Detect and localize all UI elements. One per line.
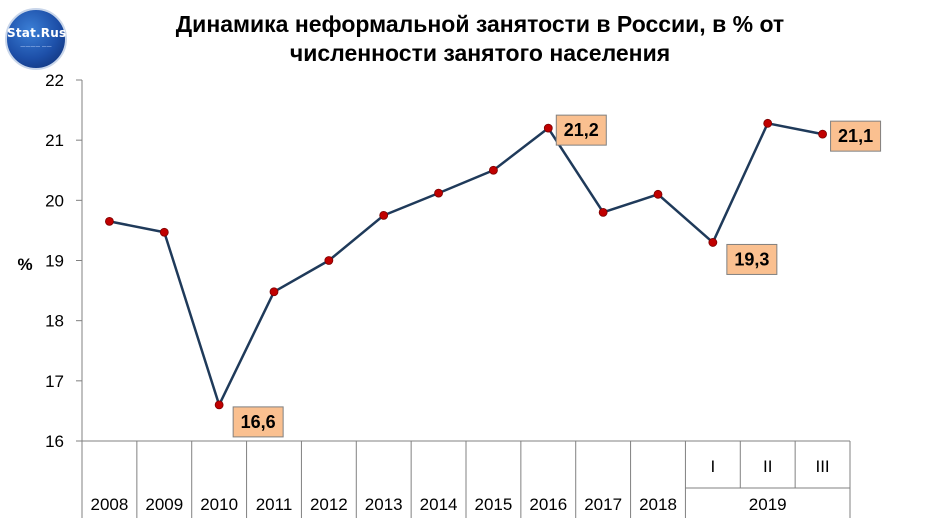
y-ticks: 16 17 18 19 20 21 22 — [45, 71, 82, 451]
series-group — [105, 118, 827, 410]
x-tick-label: 2012 — [310, 495, 348, 514]
chart-title: Динамика неформальной занятости в России… — [110, 10, 850, 68]
logo-name: Stat.Russ — [7, 26, 74, 40]
data-point — [379, 210, 389, 220]
data-point — [214, 400, 224, 410]
callout-box — [830, 120, 882, 152]
callout-box — [726, 243, 778, 275]
chart-title-line-2: численности занятого населения — [289, 40, 671, 66]
data-label: 19,3 — [734, 249, 769, 269]
x-tick-label: I — [710, 457, 715, 476]
y-axis-label: % — [17, 255, 32, 274]
y-tick-label: 20 — [45, 191, 64, 210]
y-tick-label: 17 — [45, 372, 64, 391]
x-tick-label: 2015 — [475, 495, 513, 514]
x-tick-label: 2013 — [365, 495, 403, 514]
data-point — [269, 287, 279, 297]
x-tick-label: 2017 — [584, 495, 622, 514]
data-point — [818, 129, 827, 139]
data-point — [105, 216, 114, 226]
data-point — [543, 123, 553, 133]
x-group-label: 2019 — [749, 495, 787, 514]
data-point — [489, 165, 498, 175]
y-tick-label: 18 — [45, 312, 64, 331]
y-tick-label: 21 — [45, 131, 64, 150]
data-point — [434, 188, 443, 198]
y-tick-label: 16 — [45, 432, 64, 451]
data-point — [763, 118, 773, 128]
x-tick-label: 2016 — [529, 495, 567, 514]
x-tick-label: III — [815, 457, 829, 476]
data-point — [159, 227, 169, 237]
logo: Stat.Russ ———— —— — [5, 8, 74, 70]
x-tick-label: 2014 — [420, 495, 458, 514]
callout-box — [232, 406, 284, 438]
data-point — [653, 189, 663, 199]
data-point — [708, 238, 718, 247]
logo-tagline-mark: ———— —— — [20, 44, 52, 50]
chart-title-line-1: Динамика неформальной занятости в России… — [175, 11, 785, 37]
x-tick-label: 2008 — [91, 495, 129, 514]
x-tick-label: 2011 — [256, 495, 293, 514]
y-tick-label: 19 — [45, 252, 64, 271]
x-tick-label: 2009 — [145, 495, 183, 514]
callout-box — [555, 114, 607, 146]
y-tick-label: 22 — [45, 71, 64, 90]
x-tick-label: 2018 — [639, 495, 677, 514]
callouts-group: 16,6 21,2 19,3 21,1 — [232, 114, 882, 438]
data-label: 16,6 — [241, 412, 276, 432]
data-label: 21,1 — [838, 126, 873, 146]
data-label: 21,2 — [564, 120, 599, 140]
x-tick-label: 2010 — [200, 495, 238, 514]
series-line — [109, 122, 823, 407]
data-point — [324, 256, 334, 265]
x-tick-label: II — [763, 457, 772, 476]
data-point — [598, 207, 608, 217]
category-table: 2008 2009 2010 2011 2012 2013 2014 2015 2016 2017… — [81, 441, 851, 518]
